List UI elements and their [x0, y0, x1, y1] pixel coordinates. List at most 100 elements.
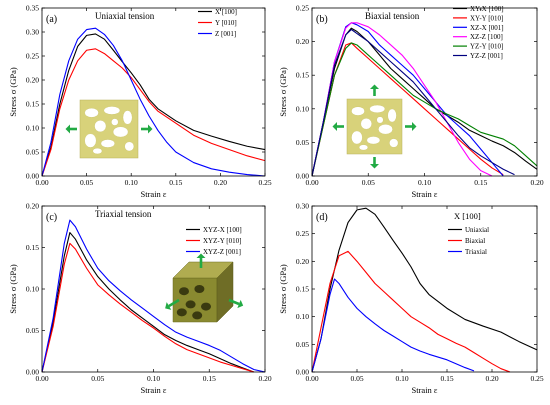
- y-tick-label-a-4: 0.20: [26, 76, 39, 85]
- panel-title-a: Uniaxial tension: [95, 11, 155, 21]
- inset-pore-b-9: [358, 144, 369, 151]
- y-tick-label-b-2: 0.10: [296, 104, 309, 113]
- cube-pore-1: [194, 285, 205, 293]
- inset-pore-b-6: [366, 136, 381, 145]
- x-tick-label-d-0: 0.00: [305, 374, 318, 383]
- cube-pore-3: [201, 302, 211, 311]
- cube-arrow-head-up: [196, 253, 206, 258]
- y-tick-label-d-6: 0.30: [296, 202, 309, 211]
- inset-structure-b: [332, 84, 417, 169]
- y-tick-label-c-4: 0.20: [26, 202, 39, 211]
- x-tick-label-b-2: 0.10: [418, 178, 431, 187]
- arrow-head-b-left: [332, 122, 337, 131]
- series-line-b-2: [311, 22, 504, 177]
- y-tick-label-d-0: 0.00: [296, 368, 309, 377]
- inset-pore-b-4: [378, 124, 393, 135]
- x-tick-label-a-4: 0.20: [214, 178, 227, 187]
- series-line-b-5: [311, 28, 515, 177]
- x-tick-label-c-4: 0.20: [258, 374, 271, 383]
- series-line-d-1: [311, 250, 511, 373]
- x-axis-label-b: Strain ε: [412, 189, 438, 199]
- y-tick-label-a-0: 0.00: [26, 172, 39, 181]
- series-line-c-0: [41, 232, 255, 373]
- x-tick-label-c-1: 0.05: [91, 374, 104, 383]
- inset-pore-a-4: [112, 126, 129, 138]
- cube-side-face: [216, 261, 234, 323]
- legend-label-d-2: Triaxial: [465, 248, 487, 256]
- y-tick-label-b-4: 0.20: [296, 37, 309, 46]
- y-tick-label-a-1: 0.05: [26, 148, 39, 157]
- plot-frame-a: [41, 7, 266, 177]
- panel-a: 0.00 0.05 0.10 0.15 0.20 0.25 0.00 0.05 0.10 0.15…: [8, 4, 272, 200]
- y-tick-label-c-0: 0.00: [26, 368, 39, 377]
- y-tick-label-a-6: 0.30: [26, 28, 39, 37]
- y-axis-label-b: Stress σ (GPa): [278, 67, 288, 117]
- legend-label-a-2: Z [001]: [215, 30, 236, 38]
- panel-label-c: (c): [46, 212, 57, 223]
- x-tick-label-b-4: 0.20: [530, 178, 543, 187]
- inset-cube-c: [165, 253, 244, 323]
- y-tick-label-b-5: 0.25: [296, 4, 309, 13]
- x-tick-label-d-5: 0.25: [530, 374, 543, 383]
- y-tick-label-a-7: 0.35: [26, 4, 39, 13]
- x-tick-label-a-0: 0.00: [35, 178, 48, 187]
- inset-pore-a-0: [84, 107, 99, 118]
- y-tick-label-d-2: 0.10: [296, 312, 309, 321]
- panel-label-a: (a): [46, 14, 57, 25]
- legend-label-d-0: Uniaxial: [465, 226, 489, 234]
- y-tick-label-b-1: 0.05: [296, 138, 309, 147]
- inset-pore-b-0: [351, 106, 365, 116]
- arrow-head-a-left: [65, 124, 70, 134]
- y-axis-label-a: Stress σ (GPa): [8, 67, 18, 117]
- legend-label-c-1: XYZ-Y [010]: [203, 237, 241, 245]
- cube-arrow-head-left: [165, 302, 172, 310]
- y-tick-label-d-3: 0.15: [296, 285, 309, 294]
- panel-title-b: Biaxial tension: [365, 11, 420, 21]
- cube-arrow-shaft-right: [228, 298, 240, 306]
- series-line-a-0: [41, 33, 266, 177]
- legend-label-a-1: Y [010]: [215, 19, 237, 27]
- x-tick-label-c-0: 0.00: [35, 374, 48, 383]
- inset-pore-a-3: [94, 120, 107, 133]
- legend-label-d-1: Biaxial: [465, 237, 485, 245]
- y-tick-label-c-3: 0.15: [26, 243, 39, 252]
- legend-label-c-0: XYZ-X [100]: [203, 226, 242, 234]
- cube-pore-2: [185, 300, 196, 309]
- legend-label-b-3: XZ-Z [100]: [470, 33, 503, 41]
- inset-pore-a-6: [100, 139, 115, 148]
- y-tick-label-c-2: 0.10: [26, 285, 39, 294]
- inset-pore-a-8: [111, 118, 119, 126]
- inset-pore-b-8: [376, 116, 384, 124]
- series-line-b-3: [311, 22, 493, 177]
- panel-label-b: (b): [316, 14, 328, 25]
- x-tick-label-a-1: 0.05: [80, 178, 93, 187]
- x-tick-label-d-4: 0.20: [485, 374, 498, 383]
- x-tick-label-d-3: 0.15: [440, 374, 453, 383]
- panel-b: 0.00 0.05 0.10 0.15 0.20 0.00 0.05 0.10 0.15 0.20…: [278, 4, 544, 200]
- x-tick-label-d-1: 0.05: [350, 374, 363, 383]
- series-line-b-4: [311, 42, 538, 177]
- cube-pore-0: [179, 287, 189, 296]
- cube-arrow-head-right: [237, 299, 244, 309]
- plot-frame-b: [311, 7, 538, 177]
- legend-label-b-1: XY-Y [010]: [470, 14, 503, 22]
- inset-pore-a-7: [124, 141, 135, 152]
- panel-c: 0.00 0.05 0.10 0.15 0.20 0.00 0.05 0.10 0.15 0.20…: [8, 202, 272, 396]
- inset-pore-a-5: [84, 133, 97, 148]
- y-tick-label-a-3: 0.15: [26, 100, 39, 109]
- cube-pore-4: [176, 308, 187, 317]
- x-tick-label-d-2: 0.10: [395, 374, 408, 383]
- x-tick-label-a-2: 0.10: [125, 178, 138, 187]
- panel-label-d: (d): [316, 212, 328, 223]
- arrow-head-b-right: [412, 122, 417, 131]
- legend-label-a-0: X [100]: [215, 8, 237, 16]
- inset-pore-a-1: [103, 106, 121, 115]
- y-tick-label-d-4: 0.20: [296, 257, 309, 266]
- y-tick-label-b-0: 0.00: [296, 172, 309, 181]
- legend-label-b-2: XZ-X [001]: [470, 24, 504, 32]
- inset-pore-b-5: [351, 130, 363, 145]
- inset-pore-b-2: [387, 108, 397, 123]
- legend-label-b-5: YZ-Z [001]: [470, 52, 503, 60]
- y-tick-label-a-2: 0.10: [26, 124, 39, 133]
